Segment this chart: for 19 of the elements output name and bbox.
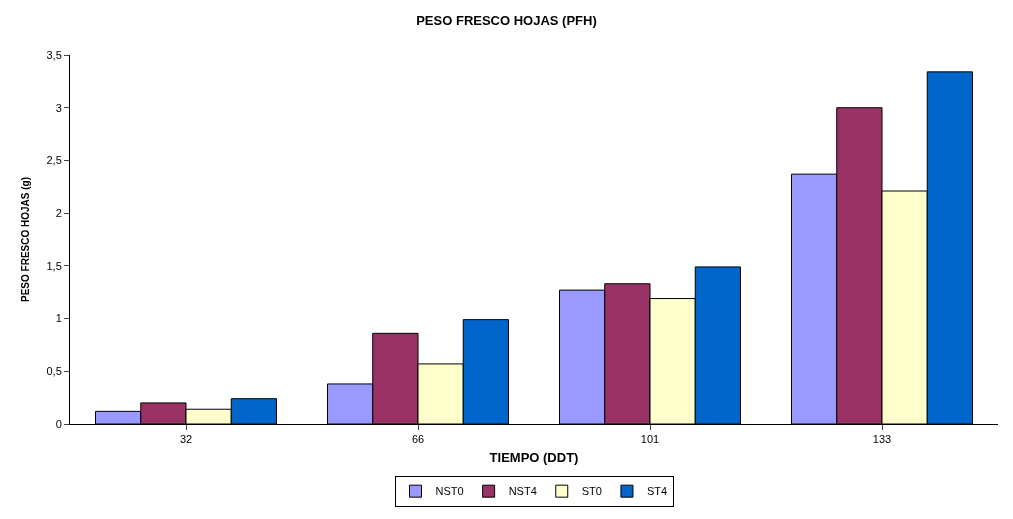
chart-title: PESO FRESCO HOJAS (PFH) xyxy=(416,12,597,28)
legend-label: NST0 xyxy=(435,485,464,498)
legend-label: ST4 xyxy=(646,485,668,498)
y-tick-label: 3,5 xyxy=(46,48,62,61)
x-tick-label: 101 xyxy=(640,433,660,446)
y-tick-label: 1 xyxy=(55,312,62,325)
x-tick-label: 133 xyxy=(872,433,892,446)
y-tick-label: 2 xyxy=(55,206,62,219)
legend-label: NST4 xyxy=(508,485,537,498)
y-tick-label: 3 xyxy=(55,101,62,114)
y-tick-label: 0 xyxy=(55,417,62,430)
legend-label: ST0 xyxy=(581,485,602,498)
x-axis-title: TIEMPO (DDT) xyxy=(489,449,579,465)
x-tick-label: 66 xyxy=(411,433,425,446)
y-tick-label: 2,5 xyxy=(46,154,62,167)
y-tick-label: 0,5 xyxy=(46,365,62,378)
x-tick-label: 32 xyxy=(179,433,193,446)
y-tick-label: 1,5 xyxy=(46,259,62,272)
y-axis-title: PESO FRESCO HOJAS (g) xyxy=(19,176,31,303)
